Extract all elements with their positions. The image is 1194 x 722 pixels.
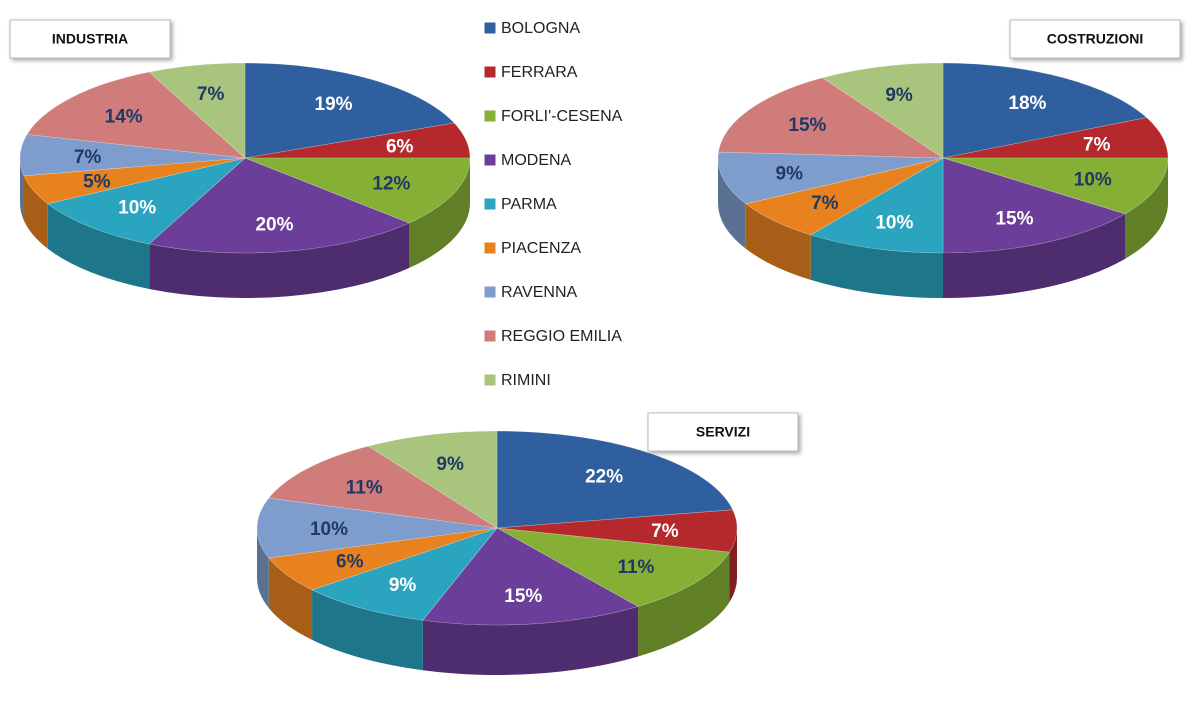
legend-label: PARMA xyxy=(501,196,557,213)
slice-side xyxy=(149,223,410,298)
slice-side xyxy=(47,203,150,289)
slice xyxy=(311,527,498,621)
pie: 22% 7% 11% 15% 9% 6% 10% 11% 9% xyxy=(256,430,738,676)
slice-side xyxy=(422,606,639,676)
slice-side xyxy=(1125,158,1168,259)
slice-side xyxy=(729,528,737,603)
data-label: 15% xyxy=(995,208,1033,229)
data-label: 22% xyxy=(585,467,623,488)
title-box xyxy=(9,19,171,59)
slice xyxy=(745,157,944,236)
data-label: 10% xyxy=(118,197,156,218)
data-label: 7% xyxy=(811,193,839,214)
slice-side xyxy=(943,213,1126,298)
data-label: 9% xyxy=(885,85,913,106)
legend-swatch xyxy=(483,285,497,299)
data-label: 9% xyxy=(436,454,464,475)
legend-swatch xyxy=(483,241,497,255)
data-label: 19% xyxy=(315,94,353,115)
slice-side xyxy=(23,175,48,249)
data-label: 15% xyxy=(504,586,542,607)
slice xyxy=(717,151,944,205)
data-label: 10% xyxy=(310,519,348,540)
slice xyxy=(268,527,498,591)
slice xyxy=(244,62,455,159)
title-box xyxy=(647,412,799,452)
slice xyxy=(942,62,1148,159)
legend-label: BOLOGNA xyxy=(501,20,580,37)
legend-label: RAVENNA xyxy=(501,284,577,301)
data-label: 6% xyxy=(336,552,364,573)
data-label: 7% xyxy=(1083,135,1111,156)
legend-swatch xyxy=(483,153,497,167)
chart-title: SERVIZI xyxy=(696,424,750,440)
slice xyxy=(496,430,734,529)
slice xyxy=(244,122,471,159)
data-label: 11% xyxy=(346,477,383,498)
legend-swatch xyxy=(483,373,497,387)
slice-side xyxy=(20,158,24,221)
slice xyxy=(496,509,738,553)
data-label: 7% xyxy=(651,521,679,542)
data-label: 9% xyxy=(389,575,417,596)
legend-swatch xyxy=(483,21,497,35)
data-label: 9% xyxy=(776,164,804,185)
slice-side xyxy=(257,528,269,608)
slice xyxy=(718,77,945,159)
legend-label: REGGIO EMILIA xyxy=(501,328,622,345)
data-label: 11% xyxy=(617,557,654,578)
slice xyxy=(942,157,1126,254)
chart-title: COSTRUZIONI xyxy=(1047,31,1143,47)
legend-swatch xyxy=(483,109,497,123)
data-label: 10% xyxy=(875,212,913,233)
data-label: 7% xyxy=(197,84,225,105)
legend-label: RIMINI xyxy=(501,372,551,389)
legend-swatch xyxy=(483,329,497,343)
data-label: 18% xyxy=(1008,93,1046,114)
legend-label: MODENA xyxy=(501,152,572,169)
data-label: 10% xyxy=(1074,170,1112,191)
data-label: 7% xyxy=(74,147,102,168)
slice xyxy=(26,71,246,159)
legend-swatch xyxy=(483,65,497,79)
slice-side xyxy=(409,158,470,269)
slice xyxy=(496,527,730,607)
legend-label: PIACENZA xyxy=(501,240,581,257)
pie: 19%6%12%20%10%5%7%14%7% xyxy=(19,62,471,298)
slice-side xyxy=(810,234,943,298)
slice xyxy=(47,157,246,245)
slice-side xyxy=(638,552,730,657)
slice xyxy=(148,62,246,159)
data-label: 6% xyxy=(386,137,414,158)
legend-label: FORLI'-CESENA xyxy=(501,108,623,125)
data-label: 5% xyxy=(83,172,111,193)
slice xyxy=(821,62,944,159)
slice xyxy=(422,527,639,626)
slice-side xyxy=(268,557,313,640)
data-label: 12% xyxy=(372,173,410,194)
data-label: 20% xyxy=(255,214,293,235)
slice xyxy=(367,430,498,529)
slice xyxy=(244,157,471,224)
slice-side xyxy=(718,158,746,249)
data-label: 14% xyxy=(105,107,143,128)
slice xyxy=(810,157,944,254)
slice xyxy=(942,157,1169,215)
legend-label: FERRARA xyxy=(501,64,578,81)
slice xyxy=(148,157,410,254)
slice xyxy=(256,497,498,559)
chart-title: INDUSTRIA xyxy=(52,31,128,47)
legend-swatch xyxy=(483,197,497,211)
slice-side xyxy=(312,589,423,671)
slice-side xyxy=(745,203,811,280)
title-box xyxy=(1009,19,1181,59)
slice xyxy=(268,445,498,529)
slice xyxy=(19,134,246,177)
slice xyxy=(942,117,1169,159)
slice xyxy=(23,157,246,205)
data-label: 15% xyxy=(788,115,826,136)
pie: 18% 7% 10% 15% 10% 7% 9% 15% 9% xyxy=(717,62,1169,298)
